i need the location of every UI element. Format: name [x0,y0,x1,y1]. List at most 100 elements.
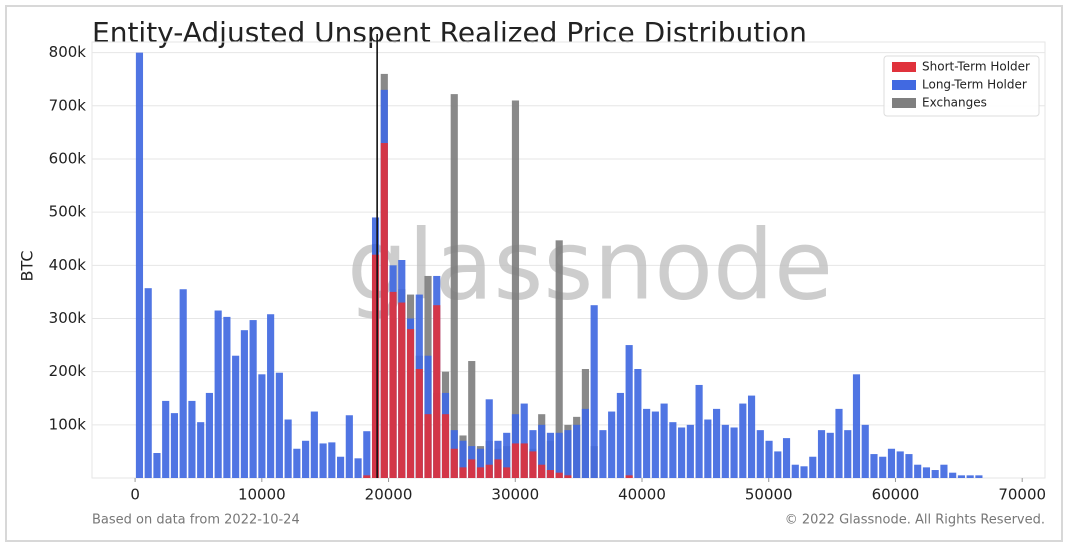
bar [896,451,904,478]
bar [275,372,283,478]
bar [643,408,651,478]
bar [713,408,721,478]
bar [765,440,773,478]
y-axis-label: BTC [18,251,37,282]
bar [599,430,607,478]
x-tick-label: 0 [130,486,140,504]
bar [415,369,423,478]
bar [573,424,581,478]
bar [546,470,555,478]
legend-swatch [892,62,916,72]
bar [319,443,327,478]
bar [144,288,152,478]
bar [949,472,957,478]
bar [205,392,213,478]
bar [450,448,458,478]
bar [214,310,222,478]
bar [826,432,834,478]
bar [485,399,493,478]
bar [555,472,563,478]
bar [179,289,187,478]
bar [564,430,572,478]
bar [511,100,520,479]
bar [590,305,598,478]
bar [704,419,712,478]
bar [424,414,432,478]
bar [817,430,826,478]
bar [468,361,476,478]
bar [485,464,493,478]
bar [310,411,318,478]
y-tick-label: 100k [49,415,87,433]
bar [162,400,170,478]
bar [774,451,782,478]
bar [625,475,633,478]
bar [232,355,240,478]
x-tick-label: 70000 [998,486,1046,504]
legend-box [883,55,1040,117]
bar [363,475,371,478]
bar [476,448,485,478]
bar [957,475,965,478]
bar [756,430,764,478]
x-tick-label: 40000 [618,486,666,504]
bar [852,374,861,478]
bar [678,427,686,478]
bar [389,291,397,478]
legend-label: Exchanges [922,96,987,110]
bar [608,411,616,478]
bar [345,415,353,478]
bar [302,440,310,478]
bar [555,240,563,478]
bar [835,408,843,478]
bar [337,456,345,478]
bar [922,467,931,478]
footer-right: © 2022 Glassnode. All Rights Reserved. [785,513,1045,528]
bar [721,424,729,478]
bar [782,438,791,478]
bar [503,467,511,478]
bar [887,448,896,478]
bar [966,475,974,478]
y-tick-label: 300k [49,309,87,327]
bar [494,459,502,478]
legend-label: Short-Term Holder [922,60,1030,74]
bar [468,459,476,478]
bar [363,431,371,478]
x-tick-label: 50000 [745,486,793,504]
bar [153,453,161,478]
bar [861,424,869,478]
bar [459,440,467,478]
bar [564,475,572,478]
x-tick-label: 20000 [365,486,413,504]
legend-label: Long-Term Holder [922,78,1027,92]
bar [809,456,817,478]
bar [730,427,738,478]
bar [625,345,633,478]
x-tick-label: 30000 [491,486,539,504]
y-tick-label: 200k [49,362,87,380]
legend-swatch [892,98,916,108]
bar [258,374,266,478]
bar [844,430,852,478]
bar [188,400,196,478]
bar [197,422,205,478]
y-tick-label: 500k [49,203,87,221]
bar [398,302,406,478]
footer-left: Based on data from 2022-10-24 [92,513,300,528]
x-tick-label: 60000 [872,486,920,504]
bar [651,411,659,478]
bar [520,443,528,478]
bar [695,384,703,478]
bar [538,424,546,478]
bar [293,448,301,478]
legend-swatch [892,80,916,90]
bar [581,408,589,478]
chart-title: Entity-Adjusted Unspent Realized Price D… [92,16,807,49]
bar [170,413,179,478]
bar [433,305,441,478]
bar [914,464,922,478]
bar [450,94,458,479]
bar [616,392,624,478]
